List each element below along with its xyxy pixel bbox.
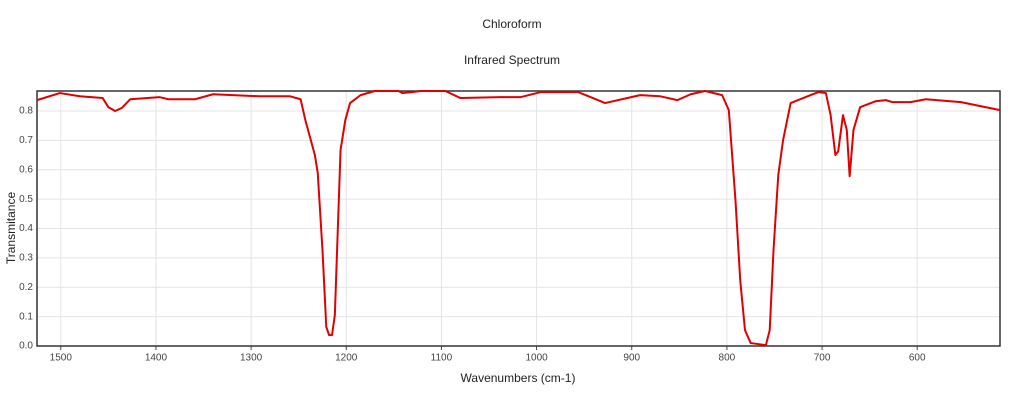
x-axis-title: Wavenumbers (cm-1) bbox=[461, 371, 576, 385]
chart-subtitle: Infrared Spectrum bbox=[464, 53, 560, 67]
y-tick-label: 0.5 bbox=[19, 194, 33, 205]
x-tick-label: 1500 bbox=[50, 353, 73, 364]
x-tick-label: 700 bbox=[814, 353, 831, 364]
x-tick-label: 900 bbox=[623, 353, 640, 364]
x-tick-label: 1300 bbox=[240, 353, 263, 364]
y-tick-label: 0.4 bbox=[19, 223, 33, 234]
spectrum-line bbox=[36, 90, 1001, 347]
y-tick-label: 0.3 bbox=[19, 253, 33, 264]
plot-frame bbox=[36, 90, 1001, 347]
y-tick-label: 0.7 bbox=[19, 135, 33, 146]
x-tick-label: 1000 bbox=[525, 353, 548, 364]
y-tick-label: 0.2 bbox=[19, 282, 33, 293]
y-tick-label: 0.6 bbox=[19, 164, 33, 175]
chart-title: Chloroform bbox=[482, 17, 541, 31]
y-tick-label: 0.1 bbox=[19, 311, 33, 322]
x-tick-label: 1100 bbox=[431, 353, 453, 364]
x-tick-label: 1400 bbox=[145, 353, 168, 364]
x-tick-label: 600 bbox=[909, 353, 926, 364]
y-axis-title: Transmitance bbox=[4, 192, 18, 265]
y-tick-label: 0.8 bbox=[19, 106, 33, 117]
x-tick-label: 800 bbox=[719, 353, 736, 364]
x-tick-label: 1200 bbox=[335, 353, 358, 364]
y-tick-label: 0.0 bbox=[19, 341, 33, 352]
